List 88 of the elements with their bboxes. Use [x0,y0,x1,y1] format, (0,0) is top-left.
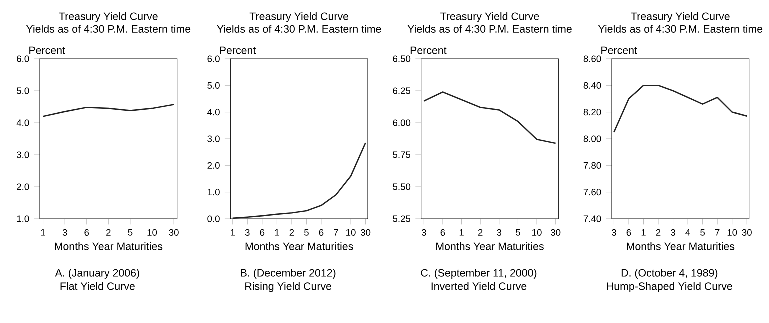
x-tick-label: 3 [671,229,676,236]
x-tick-label: 30 [550,229,561,236]
y-tick-label: 6.50 [393,56,411,62]
x-tick-label: 5 [700,229,705,236]
chart-subtitle: Yields as of 4:30 P.M. Eastern time [598,25,763,33]
x-tick-label: 3 [62,229,68,236]
text: Rising Yield Curve [246,282,332,292]
y-tick-label: 1.0 [17,216,30,222]
x-tick-label: 10 [346,229,356,236]
line-series [42,104,175,118]
x-tick-label: 4 [686,229,690,236]
x-tick-label: 6 [626,229,632,236]
text: B. (December 2012) [241,269,336,279]
line-series [232,142,366,220]
x-tick-label: 30 [360,229,371,236]
text: C. (September 11, 2000) [421,269,537,279]
x-tick-label: 7 [334,229,338,236]
y-tick-label: 8.20 [584,109,602,116]
text: Flat Yield Curve [60,282,135,290]
y-tick-label: 5.75 [393,152,411,158]
x-tick-label: 10 [148,229,158,236]
y-tick-label: 2.0 [17,184,30,190]
x-tick-label: 1 [460,229,464,236]
x-tick-label: 1 [642,229,646,236]
x-tick-label: 10 [728,229,738,236]
line-series [614,84,748,133]
x-axis-title: Months Year Maturities [246,242,354,250]
y-tick-label: 6.25 [393,88,411,94]
x-tick-label: 6 [84,229,90,236]
x-tick-label: 6 [440,229,446,236]
y-tick-label: 6.0 [17,56,30,62]
y-tick-label: 8.00 [584,136,602,142]
x-tick-label: 2 [478,229,483,236]
x-tick-label: 2 [656,229,661,236]
chart-title: Treasury Yield Curve [440,12,540,22]
y-tick-label: 5.25 [393,216,411,222]
x-axis-title: Months Year Maturities [55,242,163,250]
y-tick-label: 5.0 [208,82,220,89]
x-tick-label: 2 [106,229,111,236]
y-tick-label: 1.0 [208,189,220,196]
x-tick-label: 3 [612,229,616,236]
y-tick-label: 4.0 [16,120,30,126]
x-axis-title: Months Year Maturities [436,242,544,250]
y-tick-label: 7.80 [584,162,602,169]
x-axis-title: Months Year Maturities [627,242,735,250]
y-axis-title: Percent [30,46,66,54]
chart-subtitle: Yields as of 4:30 P.M. Eastern time [217,25,382,33]
x-tick-label: 7 [715,229,720,236]
text: Hump-Shaped Yield Curve [607,282,732,292]
x-tick-label: 3 [245,229,250,236]
y-tick-label: 4.0 [208,109,220,116]
y-tick-label: 7.60 [584,189,602,196]
x-tick-label: 30 [169,229,179,236]
chart-title: Treasury Yield Curve [250,12,349,22]
x-tick-label: 6 [260,229,265,236]
y-tick-label: 6.00 [393,120,411,126]
x-tick-label: 1 [41,229,46,236]
x-tick-label: 1 [275,229,280,236]
chart-title: Treasury Yield Curve [631,12,730,22]
chart-subtitle: Yields as of 4:30 P.M. Eastern time [26,25,191,33]
x-tick-label: 5 [516,229,520,236]
x-tick-label: 10 [532,229,542,236]
y-tick-label: 5.50 [393,184,411,190]
x-tick-label: 3 [422,229,426,236]
y-tick-label: 8.40 [584,82,602,89]
y-tick-label: 8.60 [584,56,602,62]
x-tick-label: 1 [231,229,236,236]
text: D. (October 4, 1989) [622,269,718,279]
x-tick-label: 5 [128,229,133,236]
y-tick-label: 2.0 [208,162,220,169]
chart-subtitle: Yields as of 4:30 P.M. Eastern time [408,25,572,33]
y-tick-label: 3.0 [16,152,30,158]
y-tick-label: 6.0 [208,56,220,62]
y-tick-label: 5.0 [17,88,30,94]
y-axis-title: Percent [220,46,256,54]
x-tick-label: 5 [304,229,309,236]
text: A. (January 2006) [55,269,140,279]
y-tick-label: 3.0 [208,136,220,142]
x-tick-label: 6 [319,229,324,236]
x-tick-label: 30 [742,229,752,236]
y-axis-title: Percent [410,46,447,54]
y-tick-label: 7.40 [584,216,602,222]
chart-title: Treasury Yield Curve [59,12,158,22]
y-axis-title: Percent [602,46,638,54]
text: Inverted Yield Curve [432,282,527,290]
y-tick-label: 0.0 [208,216,220,222]
x-tick-label: 2 [290,229,294,236]
x-tick-label: 3 [497,229,502,236]
